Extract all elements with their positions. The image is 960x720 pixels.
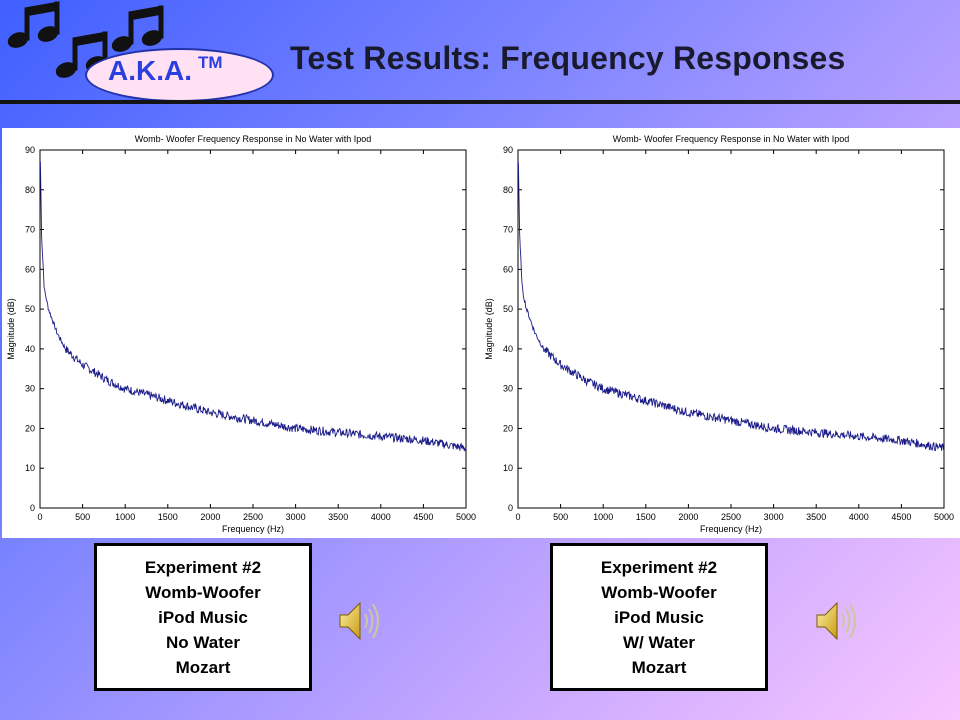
series-line (39, 161, 467, 452)
y-tick-label: 0 (30, 503, 35, 513)
caption-left: Experiment #2 Womb-Woofer iPod Music No … (94, 543, 312, 691)
frequency-chart-left: Womb- Woofer Frequency Response in No Wa… (2, 128, 482, 538)
y-tick-label: 20 (25, 423, 35, 433)
series-line (517, 162, 945, 452)
frequency-chart-right: Womb- Woofer Frequency Response in No Wa… (480, 128, 960, 538)
x-tick-label: 1000 (593, 512, 613, 522)
caption-line: Experiment #2 (144, 557, 262, 577)
x-tick-label: 4500 (891, 512, 911, 522)
caption-line: iPod Music (158, 607, 248, 627)
speaker-icon[interactable] (815, 598, 857, 644)
x-tick-label: 3500 (806, 512, 826, 522)
page-title: Test Results: Frequency Responses (290, 40, 846, 76)
x-tick-label: 5000 (934, 512, 954, 522)
x-tick-label: 1500 (158, 512, 178, 522)
x-tick-label: 0 (37, 512, 42, 522)
caption-right: Experiment #2 Womb-Woofer iPod Music W/ … (550, 543, 768, 691)
caption-line: iPod Music (614, 607, 704, 627)
y-tick-label: 10 (25, 463, 35, 473)
x-tick-label: 5000 (456, 512, 476, 522)
x-axis-label: Frequency (Hz) (222, 524, 284, 534)
chart-title: Womb- Woofer Frequency Response in No Wa… (613, 134, 849, 144)
caption-line: Experiment #2 (600, 557, 718, 577)
y-tick-label: 90 (503, 145, 513, 155)
caption-line: Womb-Woofer (145, 582, 261, 602)
caption-line: W/ Water (622, 632, 696, 652)
x-tick-label: 4000 (371, 512, 391, 522)
plot-frame (517, 149, 945, 509)
y-tick-label: 70 (503, 225, 513, 235)
x-tick-label: 4500 (413, 512, 433, 522)
y-tick-label: 10 (503, 463, 513, 473)
y-tick-label: 70 (25, 225, 35, 235)
y-tick-label: 80 (503, 185, 513, 195)
y-tick-label: 30 (503, 384, 513, 394)
chart-title: Womb- Woofer Frequency Response in No Wa… (135, 134, 371, 144)
caption-line: Mozart (631, 657, 687, 677)
music-notes-icon (7, 1, 164, 78)
logo-name: A.K.A. (108, 55, 192, 86)
logo-trademark: TM (198, 53, 223, 72)
x-tick-label: 2500 (243, 512, 263, 522)
x-tick-label: 500 (553, 512, 568, 522)
x-tick-label: 0 (515, 512, 520, 522)
logo-text: A.K.A. TM (108, 53, 223, 87)
y-tick-label: 90 (25, 145, 35, 155)
y-tick-label: 50 (503, 304, 513, 314)
plot-frame (39, 149, 467, 509)
x-tick-label: 1500 (636, 512, 656, 522)
x-tick-label: 4000 (849, 512, 869, 522)
frequency-chart-left-svg: Womb- Woofer Frequency Response in No Wa… (6, 134, 476, 534)
x-tick-label: 2000 (200, 512, 220, 522)
y-axis-label: Magnitude (dB) (6, 298, 16, 360)
x-tick-label: 2000 (678, 512, 698, 522)
x-tick-label: 2500 (721, 512, 741, 522)
y-tick-label: 30 (25, 384, 35, 394)
y-tick-label: 60 (503, 264, 513, 274)
x-tick-label: 3000 (764, 512, 784, 522)
y-axis-label: Magnitude (dB) (484, 298, 494, 360)
x-tick-label: 1000 (115, 512, 135, 522)
x-tick-label: 3500 (328, 512, 348, 522)
y-tick-label: 80 (25, 185, 35, 195)
y-tick-label: 0 (508, 503, 513, 513)
caption-line: Mozart (175, 657, 231, 677)
x-tick-label: 500 (75, 512, 90, 522)
caption-line: Womb-Woofer (601, 582, 717, 602)
frequency-chart-right-svg: Womb- Woofer Frequency Response in No Wa… (484, 134, 954, 534)
caption-line: No Water (166, 632, 240, 652)
y-tick-label: 40 (25, 344, 35, 354)
speaker-icon[interactable] (338, 598, 380, 644)
logo: A.K.A. TM (0, 0, 290, 102)
x-axis-label: Frequency (Hz) (700, 524, 762, 534)
y-tick-label: 40 (503, 344, 513, 354)
y-tick-label: 60 (25, 264, 35, 274)
y-tick-label: 20 (503, 423, 513, 433)
header-divider (0, 100, 960, 104)
y-tick-label: 50 (25, 304, 35, 314)
x-tick-label: 3000 (286, 512, 306, 522)
